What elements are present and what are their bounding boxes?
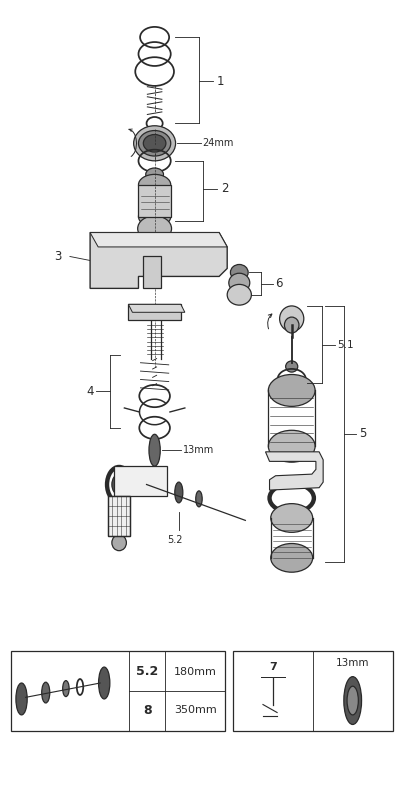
Bar (114, 466, 166, 497)
Text: 13mm: 13mm (182, 446, 213, 455)
Ellipse shape (42, 682, 50, 703)
Text: 1: 1 (217, 74, 224, 88)
Bar (108, 497, 130, 536)
Ellipse shape (195, 491, 202, 507)
Text: 350mm: 350mm (173, 705, 216, 715)
Text: 3: 3 (54, 250, 62, 263)
Ellipse shape (270, 504, 312, 532)
Ellipse shape (285, 361, 297, 372)
Ellipse shape (112, 534, 126, 550)
Ellipse shape (62, 681, 69, 697)
Bar (138, 185, 171, 217)
Ellipse shape (343, 677, 361, 725)
Text: 6: 6 (275, 277, 282, 290)
Ellipse shape (145, 168, 163, 181)
Ellipse shape (117, 468, 125, 481)
Bar (108, 497, 130, 536)
Polygon shape (265, 452, 322, 490)
Ellipse shape (346, 686, 358, 715)
Ellipse shape (268, 430, 314, 462)
Text: 5: 5 (358, 427, 366, 440)
Ellipse shape (133, 126, 175, 161)
Ellipse shape (270, 543, 312, 572)
Polygon shape (90, 233, 227, 247)
Ellipse shape (16, 683, 27, 715)
Ellipse shape (138, 206, 171, 227)
Ellipse shape (138, 174, 171, 195)
Ellipse shape (284, 317, 298, 333)
Bar (142, 257, 160, 288)
Text: 2: 2 (221, 182, 228, 195)
Text: 8: 8 (143, 704, 151, 717)
Polygon shape (90, 233, 227, 288)
Ellipse shape (227, 285, 251, 305)
Polygon shape (128, 304, 184, 312)
Ellipse shape (112, 474, 126, 495)
Text: 5.2: 5.2 (166, 534, 182, 545)
Ellipse shape (268, 374, 314, 406)
Ellipse shape (138, 130, 171, 156)
Text: 24mm: 24mm (202, 138, 233, 148)
Ellipse shape (137, 216, 171, 242)
Text: 4: 4 (86, 385, 94, 398)
Text: 5.1: 5.1 (337, 339, 353, 350)
Ellipse shape (230, 265, 247, 281)
Bar (128, 304, 180, 320)
Ellipse shape (98, 667, 110, 699)
Bar (232, 651, 392, 731)
Text: 13mm: 13mm (335, 658, 369, 668)
Text: 180mm: 180mm (173, 667, 216, 677)
Ellipse shape (279, 306, 303, 331)
Ellipse shape (228, 274, 249, 292)
Bar (11, 651, 225, 731)
Text: 5.2: 5.2 (136, 666, 158, 678)
Ellipse shape (127, 476, 133, 486)
Ellipse shape (149, 434, 160, 466)
Text: 7: 7 (269, 662, 276, 672)
Ellipse shape (107, 256, 113, 269)
Ellipse shape (174, 482, 182, 503)
Ellipse shape (143, 134, 166, 152)
